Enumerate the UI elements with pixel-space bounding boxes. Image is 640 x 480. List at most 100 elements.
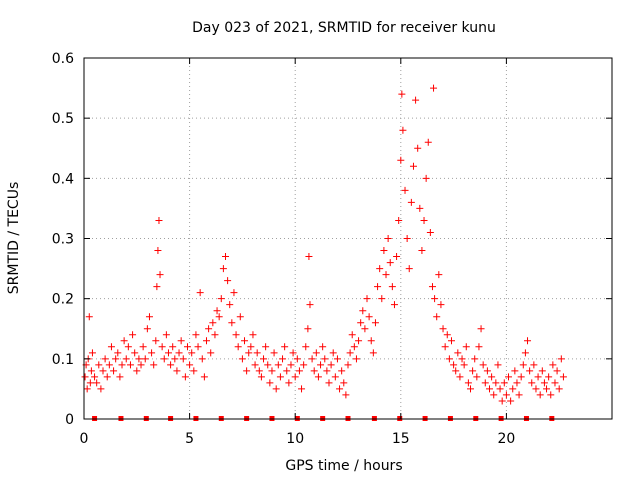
data-point [424, 138, 432, 146]
data-point [247, 343, 255, 351]
data-point [230, 289, 238, 297]
data-point [154, 247, 162, 255]
data-point [83, 385, 91, 393]
data-point [342, 391, 350, 399]
data-point [122, 355, 130, 363]
x-tick-label: 5 [185, 431, 194, 447]
data-point [101, 355, 109, 363]
data-point [378, 295, 386, 303]
data-point [97, 385, 105, 393]
data-point [112, 355, 120, 363]
data-points-layer [81, 84, 567, 405]
data-point [540, 379, 548, 387]
data-point [365, 313, 373, 321]
data-point [422, 174, 430, 182]
data-point [519, 361, 527, 369]
data-point [287, 361, 295, 369]
data-point [367, 337, 375, 345]
data-point [110, 367, 118, 375]
data-point [507, 397, 515, 405]
data-point [272, 385, 280, 393]
data-point [431, 295, 439, 303]
data-point [517, 373, 525, 381]
data-point [511, 367, 519, 375]
data-point [103, 373, 111, 381]
data-point [205, 325, 213, 333]
data-point [350, 343, 358, 351]
data-point [164, 349, 172, 357]
data-point [331, 373, 339, 381]
data-point [88, 349, 96, 357]
data-point [300, 361, 308, 369]
data-point [171, 355, 179, 363]
y-tick-label: 0 [65, 412, 74, 428]
y-tick-label: 0.1 [52, 352, 74, 368]
data-point [490, 391, 498, 399]
data-point [481, 379, 489, 387]
data-point [81, 373, 89, 381]
data-point [397, 156, 405, 164]
data-point [384, 235, 392, 242]
data-point [289, 349, 297, 357]
data-point [346, 349, 354, 357]
data-point [124, 343, 132, 351]
data-point [319, 343, 327, 351]
data-point [232, 331, 240, 339]
data-point [348, 331, 356, 339]
data-point [395, 216, 403, 224]
data-point [167, 361, 175, 369]
data-point [323, 367, 331, 375]
data-point [466, 385, 474, 393]
data-point [202, 337, 210, 345]
data-point [380, 247, 388, 255]
data-point [155, 216, 163, 224]
y-axis-label: SRMTID / TECUs [6, 182, 22, 295]
data-point [492, 379, 500, 387]
data-point [441, 343, 449, 351]
data-point [241, 337, 249, 345]
grid-layer [84, 58, 612, 419]
data-point [264, 361, 272, 369]
data-point [188, 349, 196, 357]
data-point [543, 385, 551, 393]
data-point [418, 247, 426, 255]
data-point [559, 373, 567, 381]
data-point [226, 301, 234, 309]
data-point [160, 355, 168, 363]
data-point [551, 379, 559, 387]
data-point [249, 331, 257, 339]
data-point [219, 265, 227, 273]
data-point [262, 343, 270, 351]
data-point [222, 253, 230, 261]
chart-title: Day 023 of 2021, SRMTID for receiver kun… [192, 20, 496, 36]
data-point [213, 307, 221, 315]
data-point [181, 373, 189, 381]
data-point [450, 361, 458, 369]
data-point [177, 337, 185, 345]
data-point [85, 313, 93, 321]
data-point [420, 216, 428, 224]
data-point [152, 337, 160, 345]
data-point [116, 373, 124, 381]
data-point [234, 343, 242, 351]
x-tick-label: 10 [286, 431, 304, 447]
data-point [266, 379, 274, 387]
data-point [217, 295, 225, 303]
data-point [194, 343, 202, 351]
data-point [308, 355, 316, 363]
data-point [454, 349, 462, 357]
data-point [305, 253, 313, 261]
y-tick-label: 0.6 [52, 51, 74, 67]
data-point [456, 373, 464, 381]
data-point [137, 361, 145, 369]
data-point [327, 361, 335, 369]
data-point [430, 84, 438, 92]
data-point [445, 355, 453, 363]
data-point [521, 349, 529, 357]
data-point [477, 325, 485, 333]
data-point [532, 385, 540, 393]
data-point [321, 355, 329, 363]
data-point [215, 313, 223, 321]
data-point [135, 355, 143, 363]
data-point [209, 319, 217, 327]
